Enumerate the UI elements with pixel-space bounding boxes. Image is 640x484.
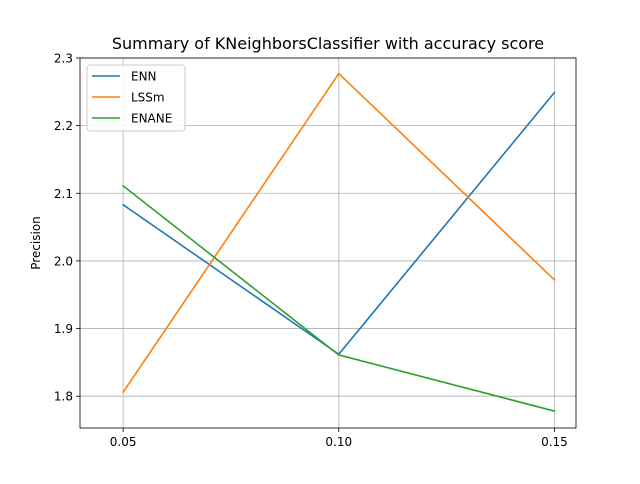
legend-label-lssm: LSSm	[131, 91, 165, 105]
plot-frame	[79, 57, 577, 429]
y-axis-ticks: 1.8 1.9 2.0 2.1 2.2 2.3	[54, 52, 80, 404]
y-tick-label: 2.1	[54, 187, 73, 201]
y-tick-label: 2.0	[54, 254, 73, 268]
x-tick-label: 0.15	[541, 435, 568, 449]
series-line-lssm	[122, 72, 556, 394]
x-tick-label: 0.05	[110, 435, 137, 449]
y-axis-label: Precision	[29, 216, 43, 270]
legend-label-enane: ENANE	[131, 112, 172, 126]
y-tick-label: 2.2	[54, 119, 73, 133]
y-tick-label: 1.8	[54, 390, 73, 404]
series-line-enane	[122, 184, 556, 413]
x-tick-label: 0.10	[325, 435, 352, 449]
series-lines	[122, 72, 556, 413]
legend: ENN LSSm ENANE	[86, 64, 186, 132]
y-tick-label: 1.9	[54, 322, 73, 336]
chart-title: Summary of KNeighborsClassifier with acc…	[112, 34, 544, 53]
x-axis-ticks: 0.05 0.10 0.15	[110, 428, 568, 449]
legend-entries: ENN LSSm ENANE	[92, 70, 172, 126]
y-tick-label: 2.3	[54, 52, 73, 66]
legend-label-enn: ENN	[131, 70, 157, 84]
legend-box	[86, 64, 186, 132]
